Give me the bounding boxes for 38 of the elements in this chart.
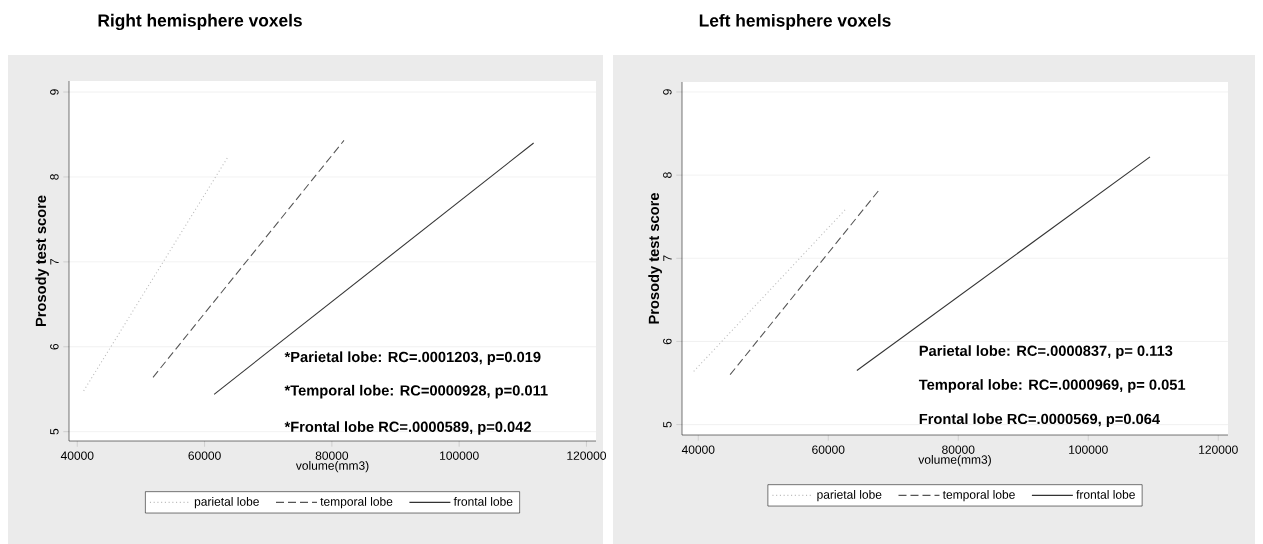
x-tick-label: 40000 xyxy=(681,445,715,454)
annotation: *Temporal lobe: RC=0000928, p=0.011 xyxy=(284,384,548,399)
y-axis-title: Prosody test score xyxy=(35,195,49,327)
legend-label: temporal lobe xyxy=(942,490,1015,502)
annotation: *Parietal lobe: RC=.0001203, p=0.019 xyxy=(284,351,541,366)
annotation: Temporal lobe: RC=.0000969, p= 0.051 xyxy=(918,379,1186,393)
x-tick-label: 40000 xyxy=(60,451,94,460)
y-tick-label: 6 xyxy=(663,338,672,345)
y-tick-label: 8 xyxy=(663,172,672,178)
annotation: *Frontal lobe RC=.0000589, p=0.042 xyxy=(284,421,531,435)
x-tick-label: 80000 xyxy=(315,451,349,460)
y-tick-label: 9 xyxy=(663,89,672,95)
x-tick-label: 120000 xyxy=(1199,445,1238,454)
x-axis-title: volume(mm3) xyxy=(295,461,369,473)
legend-label: temporal lobe xyxy=(320,497,393,509)
legend-label: parietal lobe xyxy=(817,490,882,502)
chart-title: Right hemisphere voxels xyxy=(98,13,302,31)
x-tick-label: 120000 xyxy=(567,451,607,460)
y-tick-label: 5 xyxy=(663,421,672,428)
legend-label: parietal lobe xyxy=(194,497,259,509)
y-tick-label: 9 xyxy=(50,89,59,95)
x-tick-label: 100000 xyxy=(1069,445,1108,454)
chart-title: Left hemisphere voxels xyxy=(699,13,891,31)
y-tick-label: 8 xyxy=(50,174,59,180)
y-axis-title: Prosody test score xyxy=(648,193,662,324)
y-tick-label: 5 xyxy=(50,428,59,435)
annotation: Frontal lobe RC=.0000569, p=0.064 xyxy=(919,413,1160,427)
legend-label: frontal lobe xyxy=(453,497,513,506)
y-tick-label: 6 xyxy=(50,343,59,350)
y-tick-label: 7 xyxy=(663,255,672,262)
x-axis-title: volume(mm3) xyxy=(918,455,991,467)
x-tick-label: 80000 xyxy=(942,445,975,454)
legend-label: frontal lobe xyxy=(1076,490,1135,499)
y-tick-label: 7 xyxy=(50,259,59,265)
x-tick-label: 60000 xyxy=(188,451,221,460)
x-tick-label: 60000 xyxy=(812,445,845,454)
annotation: Parietal lobe: RC=.0000837, p= 0.113 xyxy=(919,345,1173,359)
x-tick-label: 100000 xyxy=(440,451,479,460)
